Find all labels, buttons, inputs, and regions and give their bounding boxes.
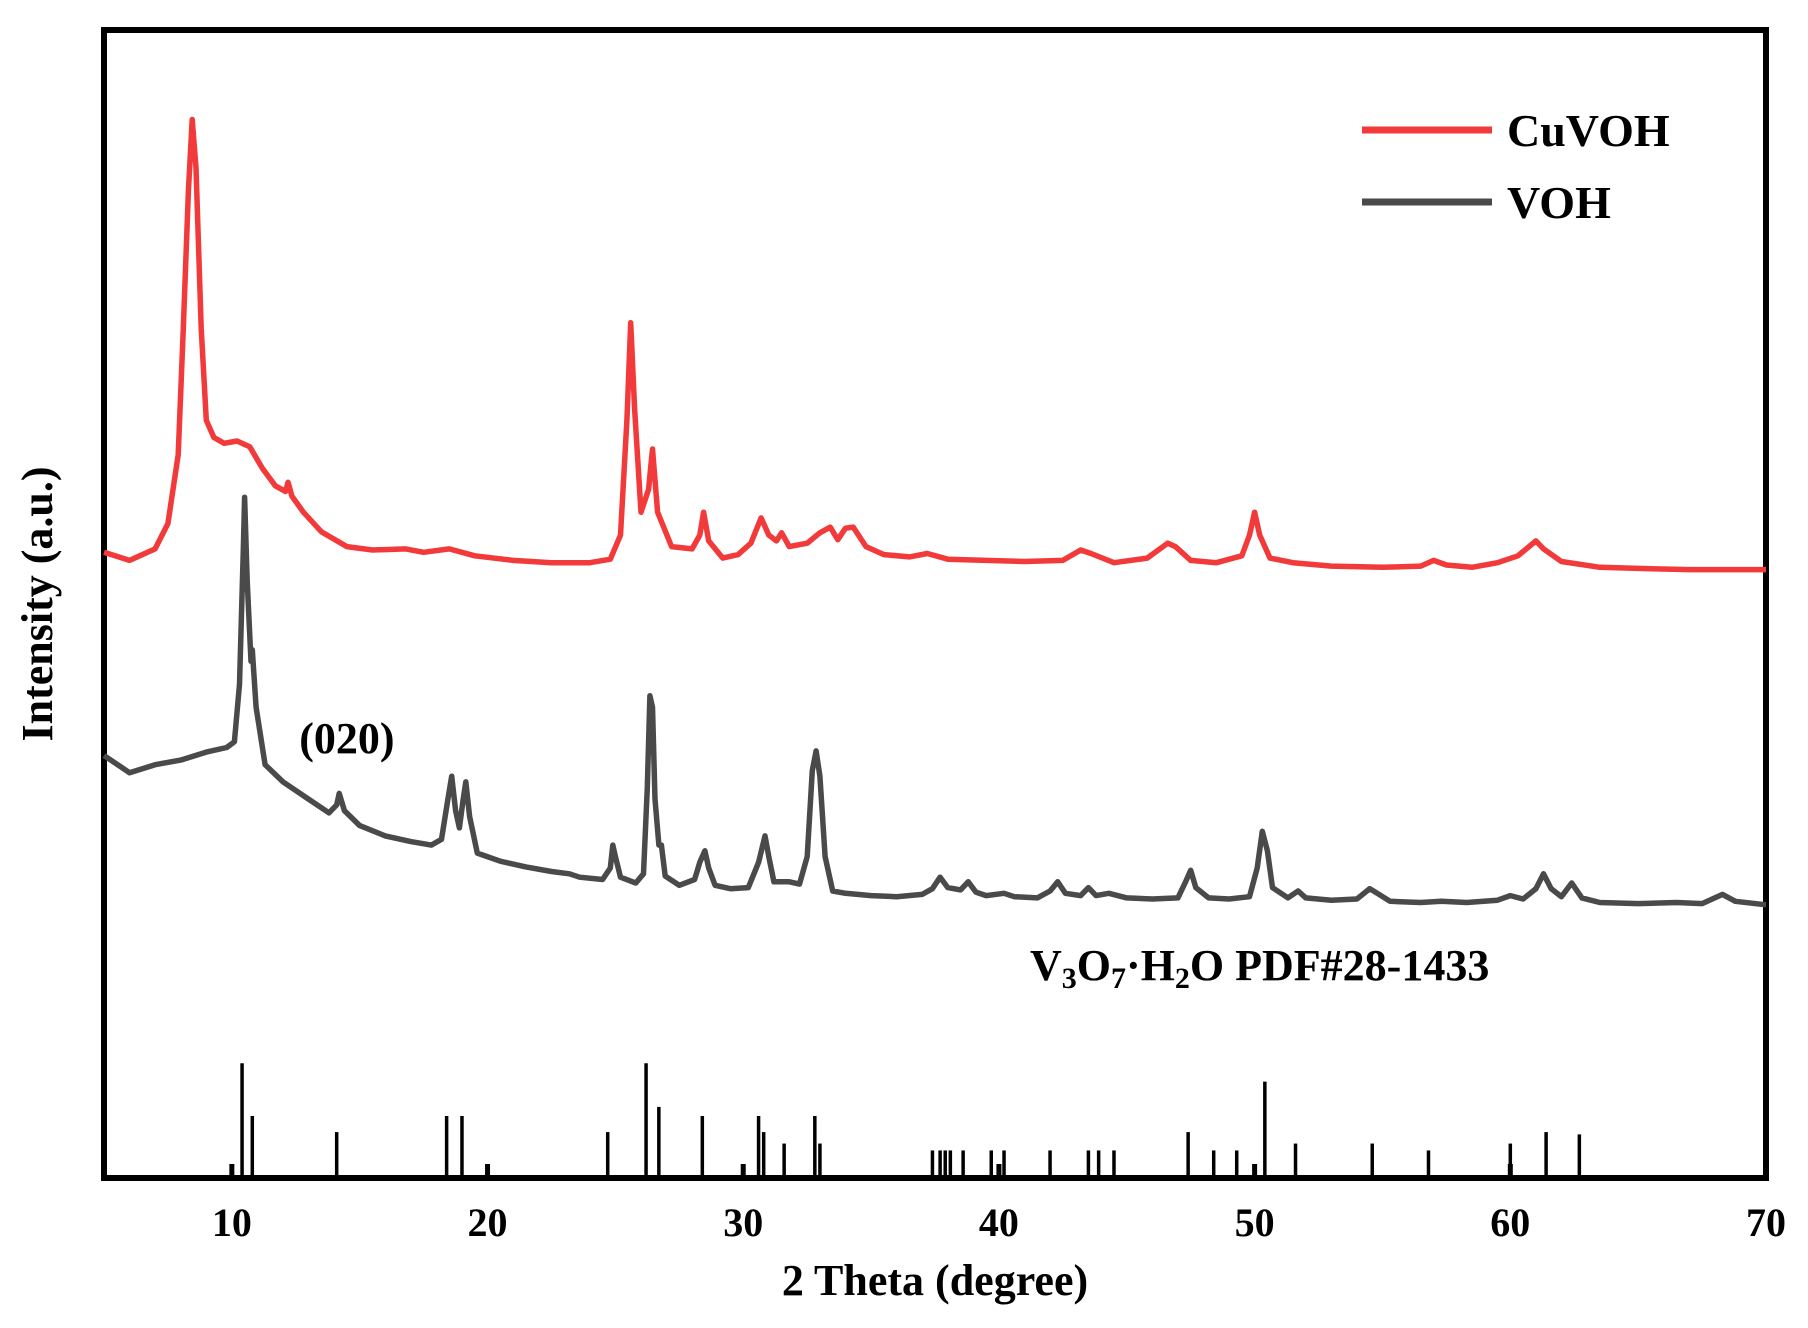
series-line-cuvoh <box>103 116 1766 573</box>
reference-stick-pattern <box>240 1063 1582 1178</box>
y-axis-title: Intensity (a.u.) <box>13 466 62 741</box>
x-tick-label: 40 <box>979 1200 1019 1245</box>
x-tick-label: 70 <box>1746 1200 1786 1245</box>
x-tick-label: 50 <box>1235 1200 1275 1245</box>
reference-label-part: O PDF#28-1433 <box>1190 941 1489 990</box>
x-tick-label: 10 <box>212 1200 252 1245</box>
reference-label-part: 2 <box>1175 962 1190 995</box>
x-axis-ticks: 10 20 30 40 50 60 70 <box>212 1164 1786 1245</box>
reference-label-part: O <box>1077 941 1111 990</box>
series-layer <box>102 116 1767 908</box>
legend-label-voh: VOH <box>1507 177 1611 228</box>
annotation-020: (020) <box>299 714 394 763</box>
reference-label-part: 7 <box>1111 962 1126 995</box>
reference-label-part: V <box>1030 941 1062 990</box>
x-tick-label: 30 <box>723 1200 763 1245</box>
reference-label-part: 3 <box>1062 962 1077 995</box>
x-tick-label: 20 <box>468 1200 508 1245</box>
legend: CuVOH VOH <box>1362 105 1670 228</box>
legend-label-cuvoh: CuVOH <box>1507 105 1670 156</box>
reference-label: V3O7·H2O PDF#28-1433 <box>1030 941 1489 995</box>
plot-frame <box>101 27 1769 1181</box>
series-line-voh <box>102 494 1767 908</box>
reference-label-part: ·H <box>1126 941 1175 990</box>
x-tick-label: 60 <box>1490 1200 1530 1245</box>
x-axis-title: 2 Theta (degree) <box>782 1256 1088 1305</box>
